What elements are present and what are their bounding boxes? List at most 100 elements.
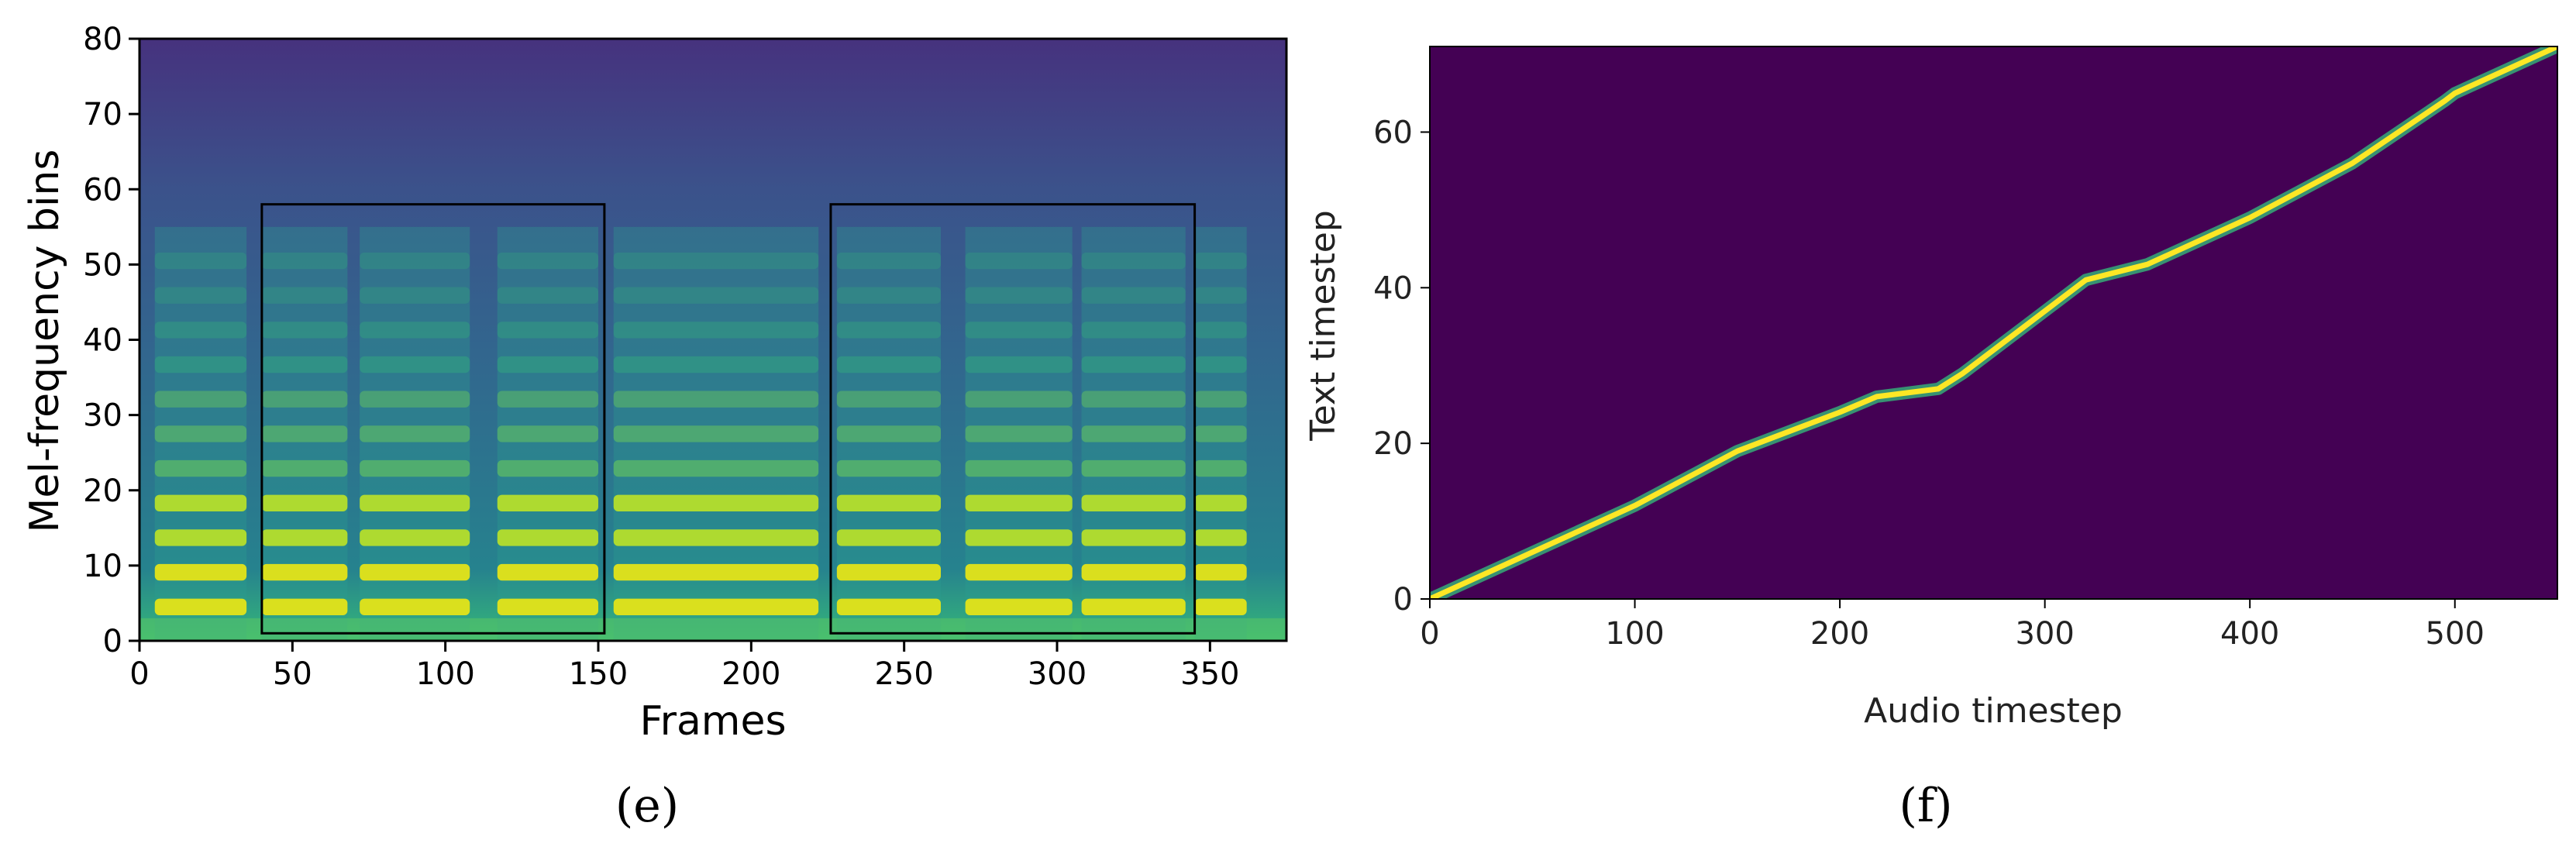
harmonic-band [261,322,348,339]
harmonic-band [497,322,598,339]
y-tick-label: 30 [83,398,122,434]
spectrogram-x-label: Frames [639,698,786,745]
x-tick-label: 350 [1180,656,1239,692]
y-tick-label: 10 [83,549,122,584]
harmonic-band [1081,252,1186,270]
harmonic-band [261,494,348,511]
harmonic-band [497,598,598,615]
harmonic-band [613,252,819,270]
harmonic-band [1194,494,1247,511]
harmonic-band [836,391,942,408]
harmonic-band [360,287,470,304]
harmonic-band [965,322,1073,339]
harmonic-band [261,287,348,304]
harmonic-band [613,563,819,581]
alignment-frame [1429,46,2558,600]
harmonic-band [154,563,247,581]
harmonic-band [154,494,247,511]
harmonic-band [360,252,470,270]
y-tick-label: 0 [1393,582,1413,618]
y-tick-label: 20 [83,473,122,509]
harmonic-band [360,459,470,477]
harmonic-band [154,356,247,373]
harmonic-band [965,459,1073,477]
harmonic-band [1081,425,1186,442]
harmonic-band [1081,322,1186,339]
harmonic-band [965,391,1073,408]
harmonic-band [1194,529,1247,546]
spectrogram-x-ticks: 0 50 100 150 200 250 300 350 [129,641,1240,692]
x-tick-label: 200 [721,656,780,692]
y-tick-label: 70 [83,97,122,133]
harmonic-band [836,529,942,546]
harmonic-band [154,425,247,442]
harmonic-band [154,391,247,408]
harmonic-band [261,391,348,408]
harmonic-band [613,391,819,408]
harmonic-band [965,287,1073,304]
harmonic-band [965,563,1073,581]
harmonic-band [613,322,819,339]
x-tick-label: 200 [1810,616,1869,652]
alignment-path-layer [1430,46,2557,599]
harmonic-band [360,529,470,546]
harmonic-band [836,287,942,304]
harmonic-band [261,529,348,546]
highlight-box [829,203,1197,635]
alignment-path [1430,46,2557,599]
y-tick-label: 80 [83,22,122,57]
x-tick-label: 400 [2220,616,2279,652]
x-tick-label: 500 [2426,616,2485,652]
y-tick-label: 60 [83,172,122,208]
harmonic-band [154,598,247,615]
spectrogram-harmonics [139,226,1286,641]
harmonic-band [1081,391,1186,408]
harmonic-band [261,425,348,442]
harmonic-band [360,598,470,615]
harmonic-band [1194,425,1247,442]
x-tick-label: 0 [1420,616,1439,652]
harmonic-band [836,356,942,373]
y-tick-label: 0 [103,624,122,659]
x-tick-label: 300 [2015,616,2074,652]
harmonic-band [1081,494,1186,511]
harmonic-band [613,598,819,615]
harmonic-band [1081,287,1186,304]
harmonic-band [1194,287,1247,304]
panel-label-e: (e) [615,779,679,833]
y-tick-label: 40 [1373,270,1413,306]
harmonic-band [261,459,348,477]
harmonic-band [497,287,598,304]
harmonic-band [1194,563,1247,581]
spectrogram-y-ticks: 0 10 20 30 40 50 60 70 80 [83,22,139,659]
harmonic-band [497,563,598,581]
y-tick-label: 20 [1373,426,1413,462]
harmonic-band [360,425,470,442]
harmonic-band [360,563,470,581]
y-tick-label: 60 [1373,115,1413,150]
harmonic-band [965,356,1073,373]
low-band [139,618,1286,641]
harmonic-band [965,529,1073,546]
harmonic-band [261,598,348,615]
y-tick-label: 50 [83,247,122,283]
harmonic-band [497,529,598,546]
alignment-y-label: Text timestep [1303,210,1343,442]
harmonic-band [154,459,247,477]
harmonic-band [1194,322,1247,339]
harmonic-band [613,459,819,477]
harmonic-band [613,494,819,511]
x-tick-label: 100 [415,656,474,692]
harmonic-band [360,322,470,339]
harmonic-band [497,252,598,270]
harmonic-band [154,322,247,339]
harmonic-band [1081,563,1186,581]
x-tick-label: 100 [1605,616,1664,652]
harmonic-band [836,425,942,442]
harmonic-band [261,252,348,270]
harmonic-band [261,356,348,373]
harmonic-band [497,494,598,511]
harmonic-band [1194,356,1247,373]
